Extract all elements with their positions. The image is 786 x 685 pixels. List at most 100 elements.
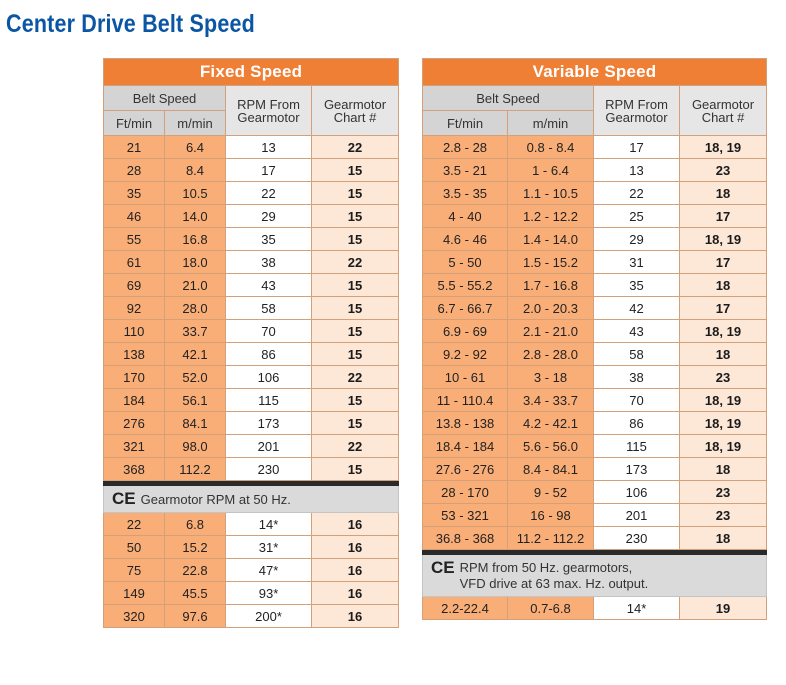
rpm-cell: 43 — [225, 273, 312, 297]
rpm-cell: 70 — [593, 388, 680, 412]
m-min-cell: 11.2 - 112.2 — [507, 526, 594, 550]
ft-min-cell: 75 — [103, 558, 165, 582]
rpm-cell: 200* — [225, 604, 312, 628]
chart-cell: 18, 19 — [678, 434, 768, 458]
ft-min-cell: 320 — [103, 604, 165, 628]
chart-cell: 22 — [310, 365, 400, 389]
chart-cell: 17 — [678, 250, 768, 274]
ft-min-cell: 13.8 - 138 — [422, 411, 508, 435]
ft-min-cell: 110 — [103, 319, 165, 343]
chart-cell: 18, 19 — [678, 411, 768, 435]
rpm-cell: 115 — [225, 388, 312, 412]
ft-min-cell: 21 — [103, 135, 165, 159]
chart-cell: 18, 19 — [678, 135, 768, 159]
rpm-cell: 13 — [593, 158, 680, 182]
ft-min-cell: 138 — [103, 342, 165, 366]
ft-min-cell: 4 - 40 — [422, 204, 508, 228]
fixed-speed-table: Fixed Speed Belt Speed RPM From Gearmoto… — [102, 58, 400, 628]
rpm-cell: 31 — [593, 250, 680, 274]
table-row: 320 97.6 200* 16 — [103, 604, 400, 628]
m-min-cell: 56.1 — [164, 388, 226, 412]
m-min-cell: 52.0 — [164, 365, 226, 389]
m-min-cell: 1.2 - 12.2 — [507, 204, 594, 228]
table-row: 69 21.0 43 15 — [103, 273, 400, 297]
table-row: 92 28.0 58 15 — [103, 296, 400, 320]
chart-cell: 16 — [310, 512, 400, 536]
m-min-cell: 22.8 — [164, 558, 226, 582]
rpm-cell: 173 — [225, 411, 312, 435]
ft-min-cell: 36.8 - 368 — [422, 526, 508, 550]
table-row: 149 45.5 93* 16 — [103, 581, 400, 605]
chart-cell: 16 — [310, 558, 400, 582]
m-min-cell: 1.7 - 16.8 — [507, 273, 594, 297]
table-row: 28 - 170 9 - 52 106 23 — [422, 480, 768, 504]
table-row: 184 56.1 115 15 — [103, 388, 400, 412]
ft-min-cell: 9.2 - 92 — [422, 342, 508, 366]
rpm-cell: 86 — [593, 411, 680, 435]
chart-cell: 15 — [310, 388, 400, 412]
table-row: 138 42.1 86 15 — [103, 342, 400, 366]
rpm-cell: 17 — [593, 135, 680, 159]
m-min-cell: 16.8 — [164, 227, 226, 251]
rpm-cell: 230 — [225, 457, 312, 481]
m-min-header: m/min — [507, 110, 594, 136]
rpm-cell: 201 — [225, 434, 312, 458]
chart-cell: 15 — [310, 411, 400, 435]
m-min-cell: 21.0 — [164, 273, 226, 297]
rpm-cell: 86 — [225, 342, 312, 366]
m-min-cell: 98.0 — [164, 434, 226, 458]
m-min-cell: 84.1 — [164, 411, 226, 435]
chart-cell: 17 — [678, 204, 768, 228]
chart-cell: 18, 19 — [678, 319, 768, 343]
table-row: 6.9 - 69 2.1 - 21.0 43 18, 19 — [422, 319, 768, 343]
rpm-cell: 35 — [593, 273, 680, 297]
table-row: 55 16.8 35 15 — [103, 227, 400, 251]
ce-note-line-1: RPM from 50 Hz. gearmotors, — [459, 559, 633, 575]
rpm-cell: 29 — [225, 204, 312, 228]
m-min-cell: 1.1 - 10.5 — [507, 181, 594, 205]
rpm-cell: 115 — [593, 434, 680, 458]
m-min-cell: 15.2 — [164, 535, 226, 559]
m-min-cell: 42.1 — [164, 342, 226, 366]
chart-header: Gearmotor Chart # — [678, 85, 768, 136]
m-min-header: m/min — [164, 110, 226, 136]
m-min-cell: 18.0 — [164, 250, 226, 274]
chart-cell: 16 — [310, 604, 400, 628]
fixed-speed-title: Fixed Speed — [102, 58, 400, 86]
chart-cell: 22 — [310, 135, 400, 159]
table-row: 2.8 - 28 0.8 - 8.4 17 18, 19 — [422, 135, 768, 159]
ft-min-header: Ft/min — [422, 110, 508, 136]
table-row: 10 - 61 3 - 18 38 23 — [422, 365, 768, 389]
rpm-cell: 38 — [225, 250, 312, 274]
m-min-cell: 2.0 - 20.3 — [507, 296, 594, 320]
ce-mark-icon: CE — [431, 557, 455, 577]
table-row: 9.2 - 92 2.8 - 28.0 58 18 — [422, 342, 768, 366]
rpm-cell: 14* — [225, 512, 312, 536]
chart-cell: 22 — [310, 434, 400, 458]
ft-min-cell: 5 - 50 — [422, 250, 508, 274]
m-min-cell: 45.5 — [164, 581, 226, 605]
ft-min-cell: 22 — [103, 512, 165, 536]
ce-note: CE RPM from 50 Hz. gearmotors, VFD drive a… — [421, 554, 768, 597]
table-row: 35 10.5 22 15 — [103, 181, 400, 205]
ft-min-cell: 55 — [103, 227, 165, 251]
table-row: 21 6.4 13 22 — [103, 135, 400, 159]
ft-min-cell: 368 — [103, 457, 165, 481]
rpm-cell: 106 — [225, 365, 312, 389]
page-title: Center Drive Belt Speed — [6, 10, 255, 38]
m-min-cell: 0.8 - 8.4 — [507, 135, 594, 159]
ft-min-cell: 10 - 61 — [422, 365, 508, 389]
ft-min-cell: 35 — [103, 181, 165, 205]
m-min-cell: 3 - 18 — [507, 365, 594, 389]
table-row: 276 84.1 173 15 — [103, 411, 400, 435]
m-min-cell: 5.6 - 56.0 — [507, 434, 594, 458]
rpm-cell: 13 — [225, 135, 312, 159]
chart-cell: 15 — [310, 227, 400, 251]
table-row: 61 18.0 38 22 — [103, 250, 400, 274]
ce-mark-icon: CE — [112, 488, 136, 508]
rpm-cell: 17 — [225, 158, 312, 182]
m-min-cell: 97.6 — [164, 604, 226, 628]
ft-min-cell: 61 — [103, 250, 165, 274]
m-min-cell: 8.4 - 84.1 — [507, 457, 594, 481]
table-row: 4 - 40 1.2 - 12.2 25 17 — [422, 204, 768, 228]
